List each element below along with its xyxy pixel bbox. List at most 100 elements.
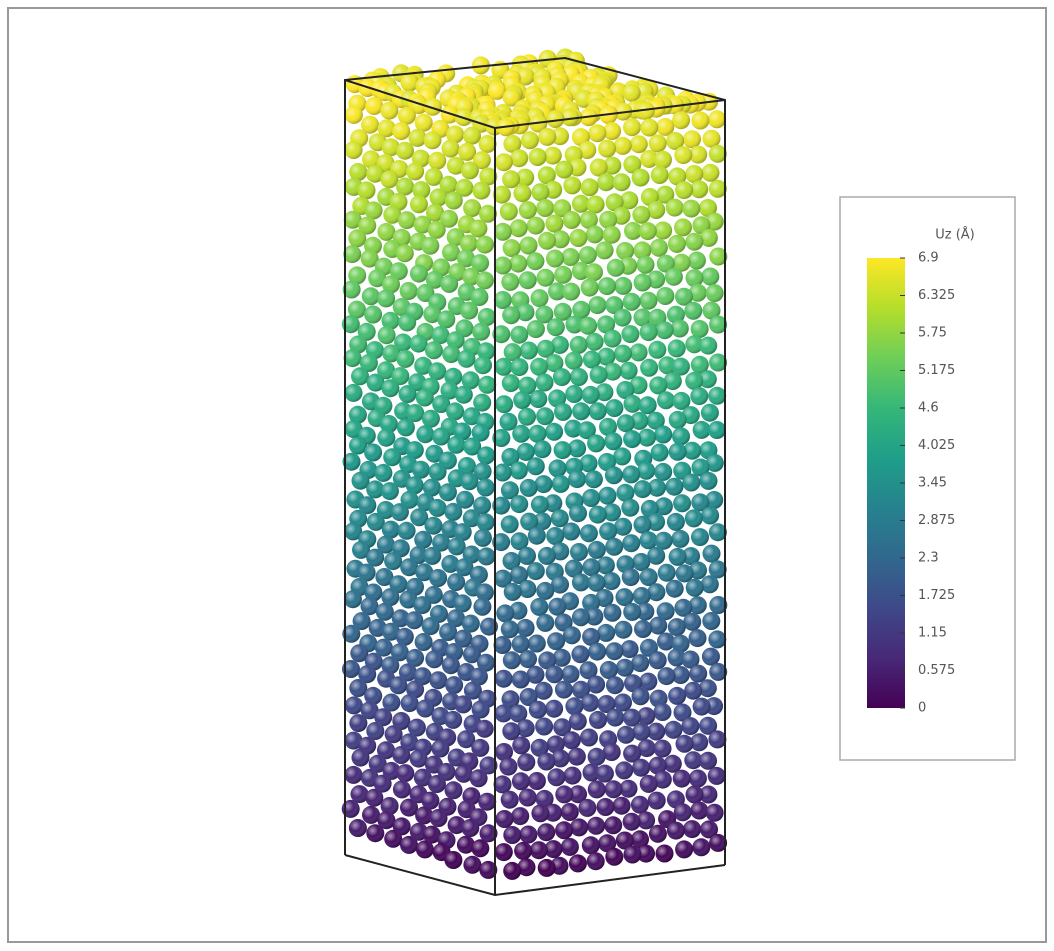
particle-shade [686,579,704,597]
particle-shade [589,506,607,524]
particle-shade [513,391,531,409]
particle-shade [384,830,402,848]
particle-shade [535,718,553,736]
tick-label: 4.6 [918,401,939,416]
particle-shade [701,507,719,525]
particle-shade [614,309,632,327]
particle-shade [546,527,564,545]
particle-shade [501,791,519,809]
particle-shade [401,694,419,712]
particle-shade [586,333,604,351]
particle-shade [639,222,657,240]
particle-shade [494,775,512,793]
particle-shade [616,659,634,677]
particle-shade [674,146,692,164]
particle-shade [640,292,658,310]
particle-shade [649,134,667,152]
particle-shade [654,463,672,481]
particle-shade [607,259,625,277]
particle-shade [380,170,398,188]
colorbar-label: Uz (Å) [935,227,975,243]
particle-shade [708,767,726,785]
particle-shade [463,856,481,874]
particle-shade [376,603,394,621]
particle-shade [547,632,565,650]
particle-shade [345,106,363,124]
particle-shade [614,137,632,155]
particle-shade [691,320,709,338]
particle-shade [502,306,520,324]
particle-shade [587,434,605,452]
particle-shade [425,650,443,668]
particle-shade [604,816,622,834]
particle-shade [494,291,512,309]
particle-shade [422,617,440,635]
particle-shade [344,349,362,367]
particle-shade [671,530,689,548]
particle-shade [614,345,632,363]
particle-shade [656,287,674,305]
particle-shade [703,545,721,563]
tick-label: 1.725 [918,588,955,603]
particle-shade [365,789,383,807]
particle-shade [503,651,521,669]
particle-shade [622,534,640,552]
particle-shade [510,149,528,167]
particle-shade [622,465,640,483]
particle-shade [654,151,672,169]
particle-shade [588,748,606,766]
particle-shade [665,478,683,496]
particle-shade [432,428,450,446]
particle-shade [463,199,481,217]
particle-shade [425,341,443,359]
particle-shade [648,792,666,810]
particle-shade [410,195,428,213]
particle-shade [527,320,545,338]
particle-shade [669,548,687,566]
particle-shade [526,252,544,270]
particle-shade [637,462,655,480]
particle-shade [596,241,614,259]
particle-shade [579,246,597,264]
particle-shade [406,162,424,180]
particle-shade [640,775,658,793]
particle-shade [520,237,538,255]
particle-shade [674,803,692,821]
particle-shade [344,590,362,608]
particle-shade [562,523,580,541]
particle-shade [536,199,554,217]
particle-shade [651,166,669,184]
particle-shade [631,654,649,672]
particle-shade [605,466,623,484]
particle-shade [447,436,465,454]
particle-shade [358,181,376,199]
particle-shade [471,839,489,857]
particle-shade [528,772,546,790]
particle-shade [689,770,707,788]
particle-shade [590,366,608,384]
particle-shade [362,287,380,305]
particle-shade [377,223,395,241]
particle-shade [683,130,701,148]
particle-shade [552,475,570,493]
particle-shade [701,575,719,593]
particle-shade [476,271,494,289]
particle-shade [585,470,603,488]
particle-shade [632,723,650,741]
particle-shade [429,671,447,689]
particle-shade [634,620,652,638]
particle-shade [565,385,583,403]
particle-shade [623,84,641,102]
particle-shade [538,128,556,146]
particle-shade [572,402,590,420]
particle-shade [519,271,537,289]
particle-shade [572,608,590,626]
particle-shade [442,345,460,363]
particle-shade [634,480,652,498]
particle-shade [599,487,617,505]
particle-shade [430,188,448,206]
particle-shade [377,289,395,307]
particle-shade [606,642,624,660]
particle-shade [554,441,572,459]
particle-shade [598,140,616,158]
